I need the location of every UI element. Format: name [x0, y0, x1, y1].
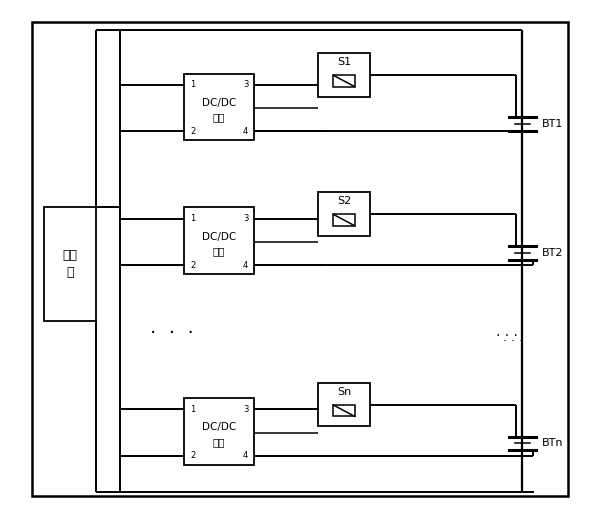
Text: S1: S1 — [337, 57, 351, 67]
Text: 4: 4 — [243, 451, 248, 461]
Text: S2: S2 — [337, 196, 351, 206]
Text: 模块: 模块 — [213, 246, 225, 256]
Text: 2: 2 — [190, 127, 195, 136]
Bar — [334, 405, 355, 416]
Bar — [334, 214, 355, 226]
Text: DC/DC: DC/DC — [202, 423, 236, 433]
Text: BT1: BT1 — [542, 119, 563, 129]
Text: 1: 1 — [190, 214, 195, 223]
Bar — [334, 75, 355, 87]
Text: 模块: 模块 — [213, 112, 225, 122]
Text: · · ·: · · · — [496, 329, 518, 343]
Text: 1: 1 — [190, 405, 195, 414]
Bar — [184, 398, 254, 465]
Text: 1: 1 — [190, 80, 195, 89]
Bar — [318, 192, 370, 236]
Text: DC/DC: DC/DC — [202, 232, 236, 242]
Bar — [32, 22, 568, 496]
Text: 4: 4 — [243, 127, 248, 136]
Text: 2: 2 — [190, 451, 195, 461]
Text: 模块: 模块 — [213, 437, 225, 447]
Text: 3: 3 — [243, 405, 248, 414]
Text: 2: 2 — [190, 261, 195, 270]
Text: 3: 3 — [243, 80, 248, 89]
Text: 充电
机: 充电 机 — [62, 249, 78, 279]
Text: 4: 4 — [243, 261, 248, 270]
Text: BTn: BTn — [542, 438, 563, 449]
Bar — [184, 74, 254, 140]
Bar — [318, 383, 370, 426]
Text: BT2: BT2 — [542, 248, 563, 258]
Bar — [44, 208, 96, 321]
Text: Sn: Sn — [337, 387, 351, 397]
Bar — [318, 53, 370, 97]
Text: ·  ·  ·: · · · — [150, 324, 194, 343]
Text: · · ·: · · · — [503, 335, 523, 348]
Bar — [184, 208, 254, 275]
Text: 3: 3 — [243, 214, 248, 223]
Text: DC/DC: DC/DC — [202, 98, 236, 108]
